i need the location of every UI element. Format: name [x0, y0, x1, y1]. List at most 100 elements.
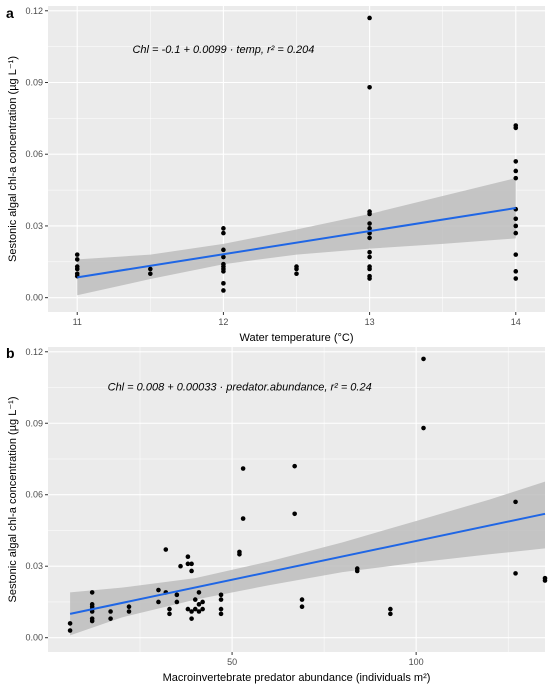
panel-b-y-axis-label: Sestonic algal chl-a concentration (µg L… [7, 397, 19, 603]
data-point [294, 271, 299, 277]
data-point [240, 516, 246, 521]
data-point [354, 568, 360, 574]
data-point [174, 592, 180, 598]
data-point [89, 590, 95, 595]
data-point [218, 611, 224, 617]
panel-b-points [67, 356, 548, 633]
panel-b-y-ticks: 0.00 0.03 0.06 0.09 0.12 [25, 347, 48, 643]
data-point [294, 266, 299, 272]
data-point [108, 616, 113, 621]
data-point [163, 547, 169, 552]
data-point [189, 609, 194, 614]
data-point [221, 281, 226, 286]
data-point [74, 252, 80, 257]
data-point [192, 606, 198, 612]
data-point [299, 604, 305, 610]
y-tick-label: 0.00 [25, 633, 43, 643]
data-point [299, 597, 305, 602]
y-tick-label: 0.06 [25, 149, 43, 159]
panel-a-y-ticks: 0.00 0.03 0.06 0.09 0.12 [25, 6, 48, 303]
data-point [221, 226, 226, 231]
data-point [367, 235, 372, 241]
data-point [367, 249, 372, 255]
data-point [221, 254, 226, 260]
panel-b-minor-grid [48, 347, 545, 652]
data-point [185, 554, 191, 559]
panel-b-fit-line [69, 512, 546, 615]
data-point [196, 590, 202, 595]
data-point [189, 616, 194, 621]
panel-b-equation: Chl = 0.008 + 0.00033 · predator.abundan… [108, 382, 372, 394]
data-point [367, 84, 372, 90]
panel-a-equation: Chl = -0.1 + 0.0099 · temp, r² = 0.204 [132, 44, 314, 56]
data-point [388, 611, 393, 617]
panel-a-major-grid [48, 6, 545, 312]
panel-a-y-axis-label: Sestonic algal chl-a concentration (µg L… [7, 56, 19, 262]
data-point [148, 271, 153, 277]
data-point [542, 578, 548, 583]
panel-b: b 0.00 0.03 0.06 0.09 0.12 50 100 Chl = 0.008… [6, 345, 548, 684]
panel-a-fit-line [77, 207, 516, 279]
data-point [513, 571, 518, 576]
data-point [67, 621, 73, 626]
y-tick-label: 0.09 [25, 418, 43, 428]
data-point [221, 269, 226, 274]
data-point [178, 563, 183, 569]
data-point [367, 221, 372, 226]
y-tick-label: 0.09 [25, 78, 43, 88]
data-point [167, 611, 172, 617]
data-point [200, 606, 205, 612]
data-point [367, 211, 372, 217]
data-point [221, 247, 226, 253]
data-point [513, 252, 519, 257]
panel-b-label: b [6, 345, 15, 361]
panel-b-confidence-band [70, 481, 545, 636]
data-point [185, 561, 191, 567]
data-point [185, 606, 191, 612]
y-tick-label: 0.03 [25, 221, 43, 231]
x-tick-label: 11 [73, 317, 82, 327]
data-point [367, 266, 372, 272]
panel-a-label: a [6, 5, 14, 21]
data-point [292, 511, 297, 517]
data-point [292, 463, 297, 469]
data-point [67, 628, 73, 633]
panel-a-x-axis-label: Water temperature (°C) [239, 332, 353, 344]
data-point [89, 618, 95, 624]
data-point [218, 592, 224, 598]
data-point [513, 168, 519, 174]
data-point [513, 230, 519, 236]
data-point [240, 466, 246, 471]
data-point [513, 269, 519, 274]
data-point [513, 499, 518, 505]
x-tick-label: 12 [218, 317, 228, 327]
data-point [218, 606, 224, 612]
data-point [513, 276, 519, 281]
data-point [367, 276, 372, 281]
data-point [148, 266, 153, 272]
data-point [156, 587, 161, 593]
data-point [108, 609, 113, 614]
data-point [126, 609, 132, 614]
y-tick-label: 0.03 [25, 561, 43, 571]
data-point [196, 609, 202, 614]
data-point [237, 552, 242, 557]
data-point [421, 425, 426, 431]
y-tick-label: 0.00 [25, 293, 43, 303]
panel-a-points [74, 15, 519, 293]
data-point [221, 288, 226, 293]
panel-a-x-ticks: 11 12 13 14 [73, 312, 521, 327]
data-point [156, 599, 161, 605]
data-point [174, 599, 180, 605]
data-point [513, 216, 519, 222]
x-tick-label: 13 [365, 317, 375, 327]
data-point [513, 159, 519, 164]
y-tick-label: 0.12 [25, 6, 43, 16]
x-tick-label: 14 [511, 317, 521, 327]
data-point [421, 356, 426, 362]
panel-a-confidence-band [77, 178, 516, 296]
data-point [74, 266, 80, 272]
data-point [367, 15, 372, 21]
